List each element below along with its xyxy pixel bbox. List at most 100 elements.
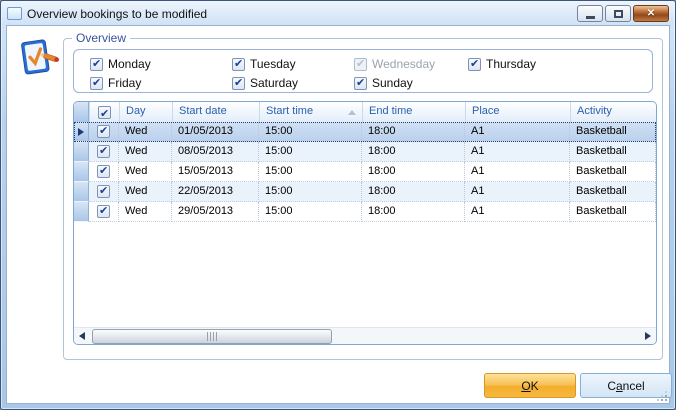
row-header-cell[interactable] bbox=[74, 202, 89, 222]
column-header-start-date[interactable]: Start date bbox=[172, 102, 259, 122]
cancel-button-label: a bbox=[615, 378, 623, 393]
row-header-cell[interactable] bbox=[74, 142, 89, 162]
checkbox-sunday[interactable]: Sunday bbox=[354, 76, 413, 90]
select-all-header[interactable] bbox=[89, 102, 119, 124]
grid-cell: A1 bbox=[465, 202, 570, 222]
grid-cell: Wed bbox=[119, 162, 172, 182]
checkbox-monday[interactable]: Monday bbox=[90, 57, 151, 71]
checkbox-icon[interactable] bbox=[90, 76, 103, 90]
grid-cell: Wed bbox=[119, 142, 172, 162]
scrollbar-thumb[interactable] bbox=[92, 328, 332, 344]
minimize-icon bbox=[585, 15, 595, 19]
overview-groupbox: Overview Monday Tuesday Wednesday Thursd… bbox=[63, 31, 663, 360]
row-checkbox-cell[interactable] bbox=[89, 122, 119, 142]
grid-cell: 08/05/2013 bbox=[172, 142, 259, 162]
grid-cell: 15:00 bbox=[259, 162, 362, 182]
grid-cell: 18:00 bbox=[362, 142, 465, 162]
checkbox-saturday[interactable]: Saturday bbox=[232, 76, 298, 90]
grid-cell: Basketball bbox=[570, 202, 656, 222]
dialog-client-area: Overview Monday Tuesday Wednesday Thursd… bbox=[6, 25, 672, 404]
grid-cell: 22/05/2013 bbox=[172, 182, 259, 202]
column-header-activity[interactable]: Activity bbox=[570, 102, 656, 122]
row-header-cell[interactable] bbox=[74, 122, 89, 142]
select-all-checkbox[interactable] bbox=[98, 105, 111, 124]
row-checkbox-cell[interactable] bbox=[89, 162, 119, 182]
day-filter-panel: Monday Tuesday Wednesday Thursday Friday… bbox=[73, 49, 653, 93]
checkbox-label: Wednesday bbox=[372, 57, 436, 71]
table-row[interactable]: Wed 08/05/2013 15:00 18:00 A1 Basketball bbox=[74, 142, 656, 162]
grid-cell: 18:00 bbox=[362, 122, 465, 142]
grid-cell: A1 bbox=[465, 162, 570, 182]
grid-cell: A1 bbox=[465, 142, 570, 162]
checkbox-tuesday[interactable]: Tuesday bbox=[232, 57, 296, 71]
scroll-left-button[interactable] bbox=[74, 329, 90, 344]
checkbox-icon[interactable] bbox=[232, 57, 245, 71]
row-checkbox-cell[interactable] bbox=[89, 142, 119, 162]
scroll-right-button[interactable] bbox=[640, 329, 656, 344]
column-header-end-time[interactable]: End time bbox=[362, 102, 465, 122]
checkbox-thursday[interactable]: Thursday bbox=[468, 57, 536, 71]
checkbox-friday[interactable]: Friday bbox=[90, 76, 141, 90]
table-row[interactable]: Wed 15/05/2013 15:00 18:00 A1 Basketball bbox=[74, 162, 656, 182]
grid-corner-cell bbox=[74, 102, 89, 122]
table-row[interactable]: Wed 01/05/2013 15:00 18:00 A1 Basketball bbox=[74, 122, 656, 142]
minimize-button[interactable] bbox=[577, 5, 603, 22]
grid-cell: 18:00 bbox=[362, 202, 465, 222]
bookings-grid: Day Start date Start time End time Place… bbox=[73, 101, 657, 345]
table-row[interactable]: Wed 29/05/2013 15:00 18:00 A1 Basketball bbox=[74, 202, 656, 222]
checkbox-label: Tuesday bbox=[250, 57, 296, 71]
scrollbar-grip-icon bbox=[206, 331, 218, 341]
row-checkbox-cell[interactable] bbox=[89, 202, 119, 222]
column-header-day[interactable]: Day bbox=[119, 102, 172, 122]
titlebar[interactable]: Overview bookings to be modified ✕ bbox=[2, 2, 674, 25]
checkbox-icon[interactable] bbox=[468, 57, 481, 71]
grid-cell: 18:00 bbox=[362, 182, 465, 202]
row-checkbox-cell[interactable] bbox=[89, 182, 119, 202]
row-checkbox[interactable] bbox=[97, 124, 110, 138]
horizontal-scrollbar[interactable] bbox=[74, 327, 656, 344]
grid-cell: 15:00 bbox=[259, 202, 362, 222]
row-header-cell[interactable] bbox=[74, 182, 89, 202]
row-header-cell[interactable] bbox=[74, 162, 89, 182]
maximize-icon bbox=[613, 9, 623, 18]
table-row[interactable]: Wed 22/05/2013 15:00 18:00 A1 Basketball bbox=[74, 182, 656, 202]
grid-cell: 15:00 bbox=[259, 182, 362, 202]
maximize-button[interactable] bbox=[605, 5, 631, 22]
row-checkbox[interactable] bbox=[97, 184, 110, 198]
row-checkbox[interactable] bbox=[97, 144, 110, 158]
scrollbar-track[interactable] bbox=[90, 328, 640, 344]
column-header-place[interactable]: Place bbox=[465, 102, 570, 122]
checkbox-icon[interactable] bbox=[90, 57, 103, 71]
resize-grip[interactable] bbox=[657, 391, 667, 401]
scroll-right-icon bbox=[645, 332, 651, 340]
window-icon bbox=[7, 7, 22, 20]
grid-cell: Basketball bbox=[570, 182, 656, 202]
grid-cell: A1 bbox=[465, 182, 570, 202]
checkbox-label: Thursday bbox=[486, 57, 537, 71]
grid-header-row: Day Start date Start time End time Place… bbox=[74, 102, 656, 124]
window-title: Overview bookings to be modified bbox=[27, 6, 208, 21]
grid-cell: Basketball bbox=[570, 142, 656, 162]
grid-cell: 15:00 bbox=[259, 142, 362, 162]
close-button[interactable]: ✕ bbox=[633, 5, 669, 22]
ok-button-label: K bbox=[530, 378, 539, 393]
checkbox-icon[interactable] bbox=[354, 76, 367, 90]
row-checkbox[interactable] bbox=[97, 204, 110, 218]
close-icon: ✕ bbox=[646, 8, 656, 19]
column-header-start-time[interactable]: Start time bbox=[259, 102, 362, 122]
grid-cell: A1 bbox=[465, 122, 570, 142]
bookings-clipboard-icon bbox=[21, 39, 59, 75]
ok-button-label: O bbox=[521, 378, 531, 393]
checkbox-icon[interactable] bbox=[232, 76, 245, 90]
grid-cell: 15:00 bbox=[259, 122, 362, 142]
grid-cell: 01/05/2013 bbox=[172, 122, 259, 142]
current-row-arrow-icon bbox=[78, 127, 84, 136]
grid-cell: 18:00 bbox=[362, 162, 465, 182]
grid-cell: 15/05/2013 bbox=[172, 162, 259, 182]
row-checkbox[interactable] bbox=[97, 164, 110, 178]
cancel-button-label: C bbox=[607, 378, 616, 393]
checkbox-label: Monday bbox=[108, 57, 151, 71]
